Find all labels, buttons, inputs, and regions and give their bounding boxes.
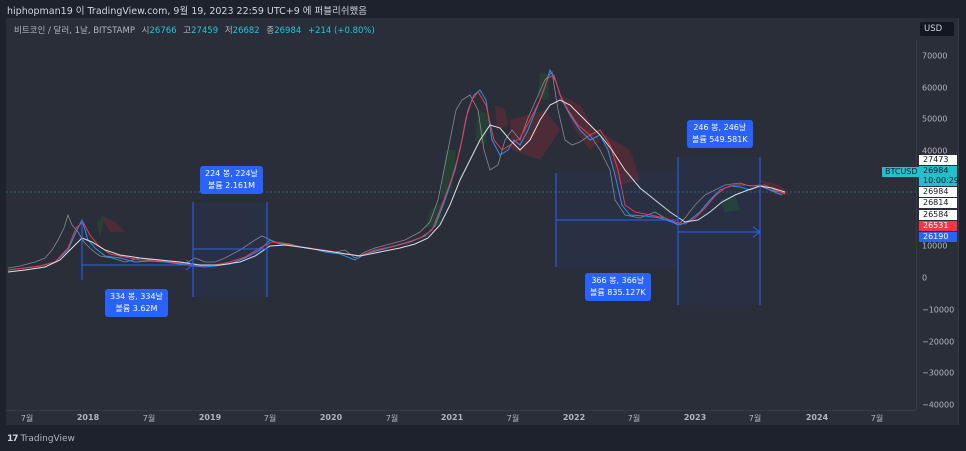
moving-average-line [7,99,786,273]
measure-4-volume: 볼륨 549.581K [692,135,748,144]
time-tick: 2024 [805,413,829,422]
time-tick: 7월 [20,414,34,423]
measure-4-bars: 246 봉, 246날 [693,123,747,132]
price-label: 26984 [919,187,957,197]
price-tick: −10000 [922,305,955,315]
price-tick: −20000 [922,337,955,347]
price-label: 26584 [919,210,957,220]
red-line-price-label: 26531 [919,221,957,231]
lag-line [7,71,786,269]
price-axis[interactable] [916,40,959,410]
low-value: 26682 [232,26,260,36]
publisher-bar: hiphopman19 이 TradingView.com, 9월 19, 20… [0,0,966,18]
time-tick: 7월 [506,414,520,423]
price-tick: 10000 [922,241,948,251]
measure-3-volume: 볼륨 835.127K [590,288,646,297]
high-label: 고 [183,26,192,36]
time-tick: 2019 [198,413,222,422]
high-value: 27459 [191,26,219,36]
measure-3-bars: 366 봉, 366날 [591,276,645,285]
time-tick: 7월 [627,414,641,423]
high-price-label: 27473 [919,155,957,165]
price-label: 26814 [919,198,957,208]
price-tick: −40000 [922,400,955,410]
measure-1-volume: 볼륨 3.62M [115,304,158,313]
measure-label-3[interactable]: 366 봉, 366날 볼륨 835.127K [585,273,651,301]
current-price-label: 26984 10:00:29 [919,166,959,186]
measure-2-bars: 224 봉, 224날 [205,169,258,178]
price-tick: 40000 [922,146,948,156]
price-tick: 0 [922,273,928,283]
close-value: 26984 [274,26,302,36]
time-tick: 7월 [748,414,762,423]
footer: 17 TradingView [7,434,75,444]
price-tick: 60000 [922,83,948,93]
open-label: 시 [141,26,150,36]
time-tick: 2023 [683,413,707,422]
time-tick: 2020 [319,413,343,422]
tradingview-logo-icon: 17 [7,434,18,444]
cloud-shading [97,72,790,238]
measure-1-bars: 334 봉, 334날 [110,292,163,301]
change-value: +214 (+0.80%) [307,26,375,36]
price-tick: 70000 [922,51,948,61]
brand-name: TradingView [20,434,75,444]
publisher-line: hiphopman19 이 TradingView.com, 9월 19, 20… [7,6,367,17]
time-axis[interactable] [6,410,916,426]
time-tick: 2022 [562,413,586,422]
time-tick: 7월 [385,414,399,423]
symbol-legend: 비트코인 / 달러, 1날, BITSTAMP 시26766 고27459 저2… [14,24,375,36]
left-strip [0,18,6,425]
open-value: 26766 [149,26,177,36]
measure-4 [677,157,761,305]
measure-label-1[interactable]: 334 봉, 334날 볼륨 3.62M [105,289,168,317]
chart-frame [0,18,959,425]
symbol-description: 비트코인 / 달러, 1날, BITSTAMP [14,26,135,36]
measure-label-2[interactable]: 224 봉, 224날 볼륨 2.161M [200,166,263,194]
price-tick: −30000 [922,368,955,378]
current-price-value: 26984 [923,166,949,175]
bar-countdown: 10:00:29 [923,176,959,185]
currency-button[interactable]: USD [920,22,954,36]
time-tick: 7월 [263,414,277,423]
low-label: 저 [224,26,233,36]
measure-2 [192,202,268,297]
symbol-tag: BTCUSD [882,167,921,177]
time-tick: 7월 [870,414,884,423]
price-tick: 50000 [922,114,948,124]
measure-label-4[interactable]: 246 봉, 246날 볼륨 549.581K [687,120,753,148]
blue-line-price-label: 26190 [919,232,957,242]
measure-3 [555,173,678,268]
time-tick: 2018 [76,413,100,422]
close-label: 종 [266,26,275,36]
time-tick: 2021 [440,413,464,422]
measure-2-volume: 볼륨 2.161M [207,181,255,190]
time-tick: 7월 [142,414,156,423]
